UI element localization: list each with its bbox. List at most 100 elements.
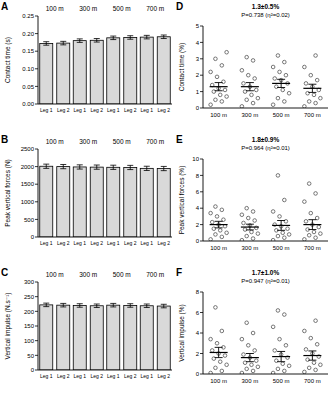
plot-area (209, 50, 322, 108)
annotation: P=0.738 (η²=0.02) (241, 12, 290, 18)
error-bar (277, 351, 285, 361)
point (307, 182, 311, 186)
point (218, 360, 222, 364)
point (240, 68, 244, 72)
error-bar (110, 36, 116, 40)
point (209, 337, 213, 341)
x-tick-label: Leg 1 (73, 373, 86, 379)
bar (157, 169, 170, 237)
y-tick-label: 0.00 (22, 101, 34, 107)
category-label: 100 m (46, 271, 64, 278)
point (283, 60, 287, 64)
point (271, 65, 275, 69)
error-bar (60, 41, 66, 45)
point (278, 70, 282, 74)
point (278, 215, 282, 219)
point (315, 342, 319, 346)
x-tick-label: Leg 1 (140, 373, 153, 379)
point (281, 88, 285, 92)
y-tick-label: 6 (196, 310, 200, 316)
point (283, 236, 287, 240)
x-tick-label: Leg 1 (107, 107, 120, 113)
error-bar (144, 304, 150, 308)
point (209, 70, 213, 74)
bar (124, 37, 137, 104)
y-tick-label: 2500 (21, 146, 35, 152)
point (225, 50, 229, 54)
bar (73, 167, 86, 237)
x-tick-label: 300 m (242, 245, 259, 251)
plot-area (209, 174, 322, 241)
point (314, 192, 318, 196)
error-bar (43, 42, 49, 46)
point (245, 206, 249, 210)
y-axis (203, 159, 204, 241)
point (209, 103, 213, 107)
x-tick-label: Leg 2 (90, 240, 103, 246)
point (214, 205, 218, 209)
point (220, 100, 224, 104)
y-tick-label: 10 (192, 156, 199, 162)
y-tick-label: 0 (31, 367, 35, 373)
y-tick-label: 50 (27, 353, 34, 359)
category-label: 300 m (79, 271, 97, 278)
x-tick-label: Leg 2 (124, 240, 137, 246)
point (304, 82, 308, 86)
point (309, 73, 313, 77)
point (245, 55, 249, 59)
point (214, 233, 218, 237)
y-tick-label: 150 (24, 323, 35, 329)
x-tick-label: Leg 2 (90, 373, 103, 379)
point (283, 369, 287, 373)
error-bar (110, 165, 116, 169)
category-label: 500 m (113, 138, 131, 145)
bar (90, 167, 103, 237)
y-axis (203, 292, 204, 374)
point (317, 225, 321, 229)
point (314, 101, 318, 105)
point (240, 337, 244, 341)
y-axis (203, 26, 204, 108)
error-bar (60, 164, 66, 168)
bar (40, 166, 53, 237)
x-tick-label: Leg 1 (73, 107, 86, 113)
point (225, 363, 229, 367)
error-bar (277, 221, 285, 231)
category-label: 100 m (46, 5, 64, 12)
panel-letter: E (176, 134, 183, 145)
point (309, 211, 313, 215)
error-bar (77, 304, 83, 308)
point (209, 238, 213, 241)
panel-e: EPeak vertical forces (%)02468101.8±0.9%… (176, 134, 328, 251)
error-bar (60, 303, 66, 307)
bar (57, 305, 70, 370)
x-tick-label: 700 m (304, 378, 321, 384)
category-label: 100 m (46, 138, 64, 145)
category-label: 700 m (146, 138, 164, 145)
y-tick-label: 0.20 (22, 31, 34, 37)
point (242, 82, 246, 86)
y-tick-label: 250 (24, 294, 35, 300)
bar (73, 41, 86, 104)
x-tick-label: 700 m (304, 245, 321, 251)
y-tick-label: 1000 (21, 199, 35, 205)
error-bar (215, 347, 223, 357)
point (287, 364, 291, 368)
x-tick-label: Leg 2 (57, 107, 70, 113)
point (223, 88, 227, 92)
error-bar (308, 84, 316, 92)
point (245, 98, 249, 102)
point (250, 230, 254, 234)
point (307, 233, 311, 237)
error-bar (161, 166, 167, 170)
point (303, 238, 307, 241)
annotation: P=0.947 (η²=0.01) (241, 278, 290, 284)
plot-area (209, 306, 322, 374)
x-tick-label: 700 m (304, 112, 321, 118)
x-tick-label: Leg 2 (57, 240, 70, 246)
point (251, 59, 255, 63)
point (246, 73, 250, 77)
y-tick-label: 100 (24, 338, 35, 344)
point (303, 65, 307, 69)
x-tick-label: Leg 2 (157, 107, 170, 113)
